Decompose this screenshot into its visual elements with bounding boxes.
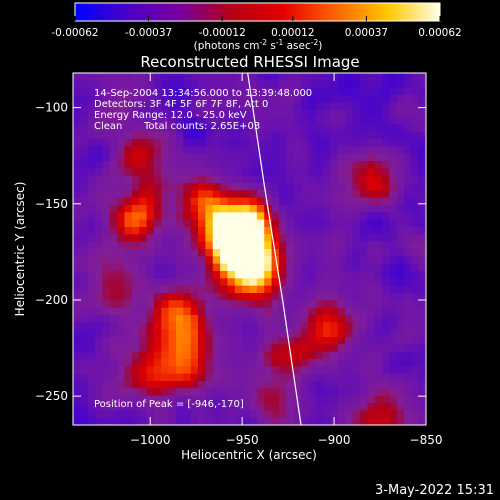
method-text: Clean [94, 121, 122, 132]
colorbar-tick-label: 0.00012 [271, 27, 314, 39]
colorbar-tick-label: -0.00012 [199, 27, 246, 39]
x-tick-label: −950 [226, 433, 259, 447]
chart-title: Reconstructed RHESSI Image [140, 53, 359, 71]
colorbar: -0.00062 -0.00037 -0.00012 0.00012 0.00037 0.… [51, 2, 462, 52]
y-tick-label: −150 [35, 197, 68, 211]
y-tick-label: −100 [35, 101, 68, 115]
energy-range-text: Energy Range: 12.0 - 25.0 keV [94, 110, 247, 121]
y-axis-ticks: −100 −150 −200 −250 [35, 101, 426, 403]
colorbar-tick-label: -0.00037 [125, 27, 172, 39]
colorbar-tick-label: 0.00037 [345, 27, 388, 39]
y-tick-label: −250 [35, 389, 68, 403]
time-range-text: 14-Sep-2004 13:34:56.000 to 13:39:48.000 [94, 88, 312, 99]
y-tick-label: −200 [35, 293, 68, 307]
peak-position-text: Position of Peak = [-946,-170] [94, 399, 244, 410]
x-tick-label: −1000 [130, 433, 171, 447]
timestamp: 3-May-2022 15:31 [375, 483, 494, 498]
solar-limb-line [247, 73, 302, 425]
colorbar-ticks [74, 16, 441, 21]
colorbar-gradient [74, 2, 441, 22]
colorbar-tick-label: 0.00062 [418, 27, 461, 39]
heatmap-image [73, 73, 426, 425]
plot-frame [72, 72, 427, 426]
total-counts-text: Total counts: 2.65E+03 [143, 121, 260, 132]
x-axis-ticks: −1000 −950 −900 −850 [130, 73, 443, 447]
colorbar-tick-label: -0.00062 [51, 27, 98, 39]
colorbar-unit-label: (photons cm-2 s-1 asec-2) [194, 38, 323, 52]
y-axis-label: Heliocentric Y (arcsec) [13, 182, 27, 317]
detectors-text: Detectors: 3F 4F 5F 6F 7F 8F, Att 0 [94, 99, 268, 110]
x-tick-label: −850 [410, 433, 443, 447]
x-tick-label: −900 [318, 433, 351, 447]
x-axis-label: Heliocentric X (arcsec) [181, 448, 317, 462]
info-text: 14-Sep-2004 13:34:56.000 to 13:39:48.000… [94, 88, 312, 410]
colorbar-tick-labels: -0.00062 -0.00037 -0.00012 0.00012 0.00037 0.… [51, 27, 461, 39]
